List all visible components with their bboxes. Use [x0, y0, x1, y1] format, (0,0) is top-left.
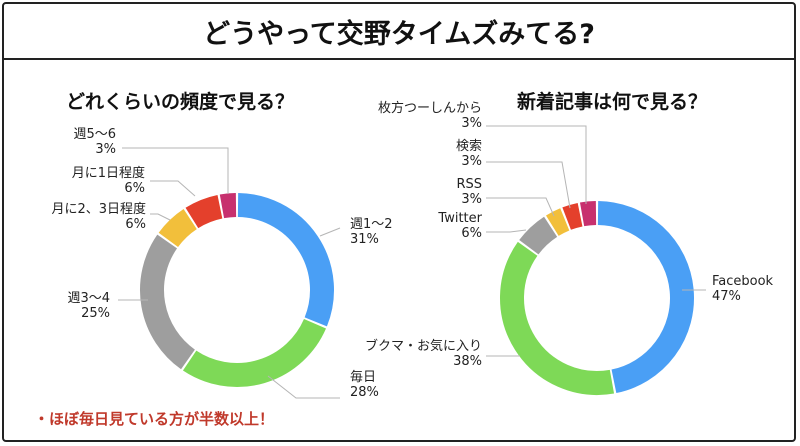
- slice-3: [519, 216, 558, 255]
- slice-5: [185, 194, 223, 229]
- slice-value-label: 6%: [125, 217, 146, 232]
- slice-label: 週5〜6: [73, 127, 116, 142]
- slice-label: 週1〜2: [350, 217, 393, 232]
- leader-line: [486, 161, 571, 209]
- chart-title: 新着記事は何で見る？: [517, 90, 707, 113]
- slice-label: Facebook: [712, 274, 774, 289]
- donut-chart-1: どれくらいの頻度で見る？週1〜231%毎日28%週3〜425%月に2、3日程度6…: [51, 90, 392, 400]
- slice-1: [237, 193, 334, 327]
- slice-5: [562, 202, 583, 230]
- slice-value-label: 3%: [461, 154, 482, 169]
- slice-value-label: 25%: [81, 306, 110, 321]
- survey-panel: どうやって交野タイムズみてる?: [2, 2, 796, 442]
- leader-line: [122, 147, 229, 194]
- slice-label: 週3〜4: [67, 291, 110, 306]
- leader-line: [319, 227, 341, 237]
- slice-1: [597, 201, 694, 394]
- slice-value-label: 6%: [461, 226, 482, 241]
- slice-label: 毎日: [350, 369, 376, 385]
- slice-2: [500, 241, 615, 395]
- leader-line: [486, 125, 587, 204]
- slice-value-label: 3%: [461, 116, 482, 131]
- slice-6: [579, 201, 597, 227]
- slice-label: 月に1日程度: [72, 165, 145, 181]
- slice-value-label: 38%: [453, 354, 482, 369]
- leader-line: [267, 375, 340, 399]
- slice-2: [182, 318, 327, 387]
- leader-line: [150, 213, 171, 221]
- slice-label: ブクマ・お気に入り: [365, 338, 482, 354]
- slice-label: RSS: [456, 177, 482, 192]
- slice-value-label: 6%: [124, 181, 145, 196]
- slice-label: 枚方つーしんから: [378, 100, 482, 116]
- slice-3: [140, 234, 196, 370]
- leader-line: [150, 180, 196, 197]
- slice-value-label: 3%: [461, 192, 482, 207]
- slice-value-label: 47%: [712, 289, 741, 304]
- slice-value-label: 31%: [350, 232, 379, 247]
- slice-label: 検索: [456, 139, 482, 154]
- slice-label: 月に2、3日程度: [51, 201, 146, 217]
- slice-4: [546, 208, 570, 237]
- leader-line: [486, 197, 555, 217]
- slice-4: [158, 209, 198, 248]
- leader-line: [486, 229, 527, 233]
- chart-title: どれくらいの頻度で見る？: [66, 90, 294, 113]
- slice-value-label: 28%: [350, 385, 379, 400]
- slice-value-label: 3%: [95, 142, 116, 157]
- slice-label: Twitter: [437, 211, 482, 226]
- page-title: どうやって交野タイムズみてる?: [4, 4, 794, 60]
- summary-note: ・ほぼ毎日見ている方が半数以上！: [34, 410, 275, 428]
- slice-6: [219, 193, 237, 219]
